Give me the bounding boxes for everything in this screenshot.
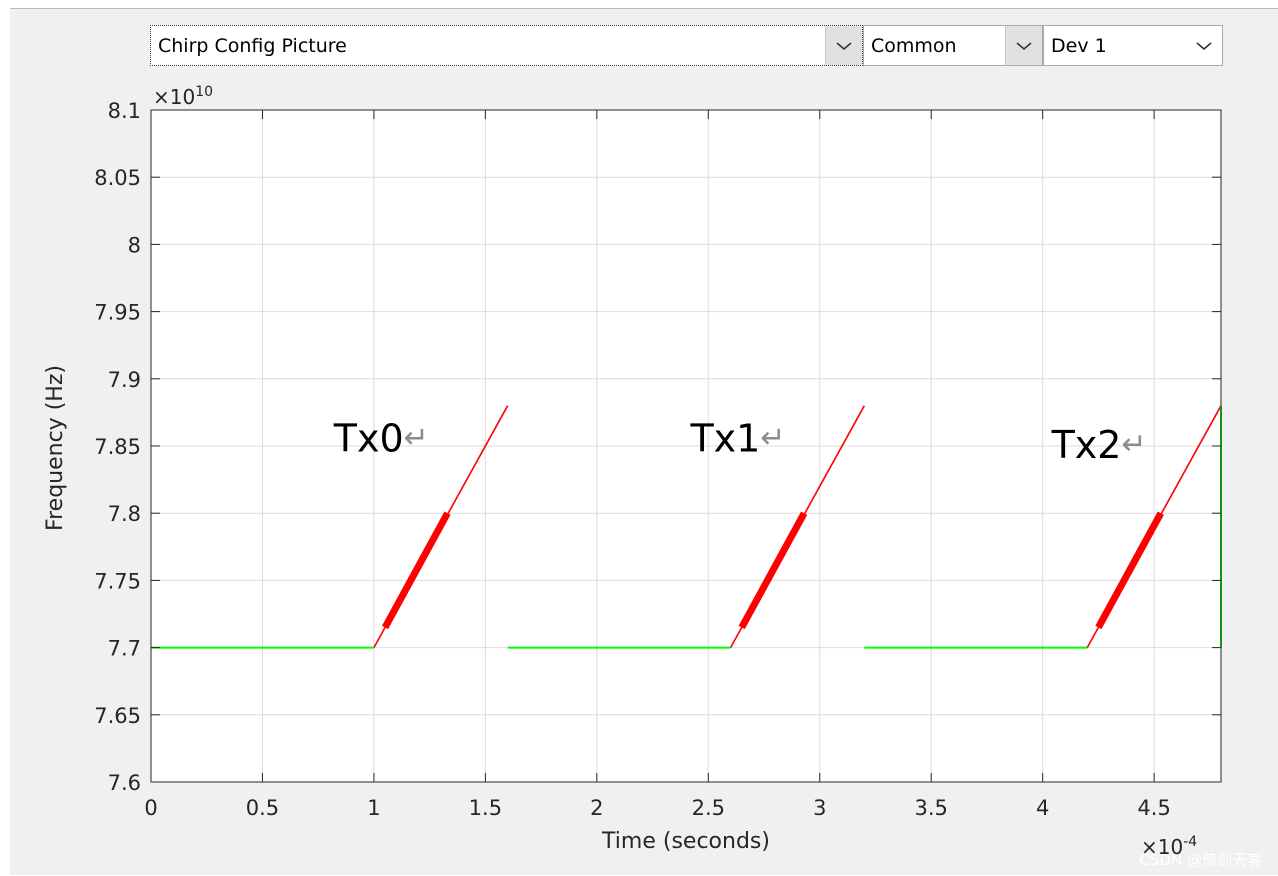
mode-select[interactable]: Common [863, 25, 1043, 66]
x-tick-label: 3 [813, 796, 826, 820]
ticks: 0 0.5 1 1.5 2 2.5 3 3.5 4 4.5 7.6 7.65 7.7 7.75 7.8 7.8… [94, 99, 1221, 820]
return-mark-icon: ↵ [404, 420, 429, 455]
y-tick-label: 7.9 [108, 368, 141, 392]
tx-annotation: Tx2↵ [1051, 423, 1147, 467]
y-exponent-base: ×10 [153, 85, 195, 109]
chevron-down-icon[interactable] [825, 26, 862, 65]
device-select[interactable]: Dev 1 [1043, 25, 1223, 66]
x-tick-label: 0 [144, 796, 157, 820]
tx-annotation-label: Tx1 [689, 416, 760, 460]
tx-annotation: Tx0↵ [333, 416, 429, 460]
y-axis-title: Frequency (Hz) [43, 365, 68, 531]
y-tick-label: 7.8 [108, 502, 141, 526]
device-select-value: Dev 1 [1051, 35, 1107, 57]
return-mark-icon: ↵ [1121, 427, 1146, 462]
x-tick-label: 4 [1036, 796, 1049, 820]
x-tick-label: 4.5 [1137, 796, 1170, 820]
x-tick-label: 2 [590, 796, 603, 820]
y-tick-label: 7.75 [94, 569, 141, 593]
x-exponent-power: -4 [1183, 834, 1197, 850]
x-tick-label: 1.5 [469, 796, 502, 820]
x-tick-label: 0.5 [246, 796, 279, 820]
x-exponent-base: ×10 [1141, 835, 1183, 859]
tx-annotation-label: Tx2 [1051, 423, 1122, 467]
y-tick-label: 7.7 [108, 637, 141, 661]
x-axis-title: Time (seconds) [601, 829, 770, 854]
tx-annotation: Tx1↵ [689, 416, 785, 460]
chirp-config-select[interactable]: Chirp Config Picture [150, 25, 863, 66]
sampling-segment [381, 511, 451, 630]
tx-annotation-label: Tx0 [333, 416, 404, 460]
x-exponent-label: ×10-4 [1141, 834, 1197, 859]
return-mark-icon: ↵ [760, 420, 785, 455]
y-exponent-label: ×1010 [153, 84, 213, 109]
watermark: CSDN @倚剑天客 [1139, 851, 1262, 869]
chirp-config-select-value: Chirp Config Picture [158, 35, 347, 57]
y-tick-label: 8.1 [108, 99, 141, 123]
y-tick-label: 7.85 [94, 435, 141, 459]
sampling-segment [738, 511, 808, 630]
chevron-down-icon[interactable] [1186, 26, 1222, 65]
chevron-down-icon[interactable] [1005, 26, 1042, 65]
y-tick-label: 7.6 [108, 771, 141, 795]
mode-select-value: Common [871, 35, 957, 57]
annotations: Tx0↵ Tx1↵ Tx2↵ [333, 416, 1147, 467]
x-tick-label: 3.5 [915, 796, 948, 820]
y-tick-label: 8 [128, 233, 141, 257]
x-tick-label: 1 [367, 796, 380, 820]
x-tick-label: 2.5 [692, 796, 725, 820]
y-tick-label: 7.95 [94, 301, 141, 325]
y-exponent-power: 10 [195, 84, 213, 100]
sampling-segment [1095, 511, 1164, 630]
y-tick-label: 8.05 [94, 166, 141, 190]
y-tick-label: 7.65 [94, 704, 141, 728]
